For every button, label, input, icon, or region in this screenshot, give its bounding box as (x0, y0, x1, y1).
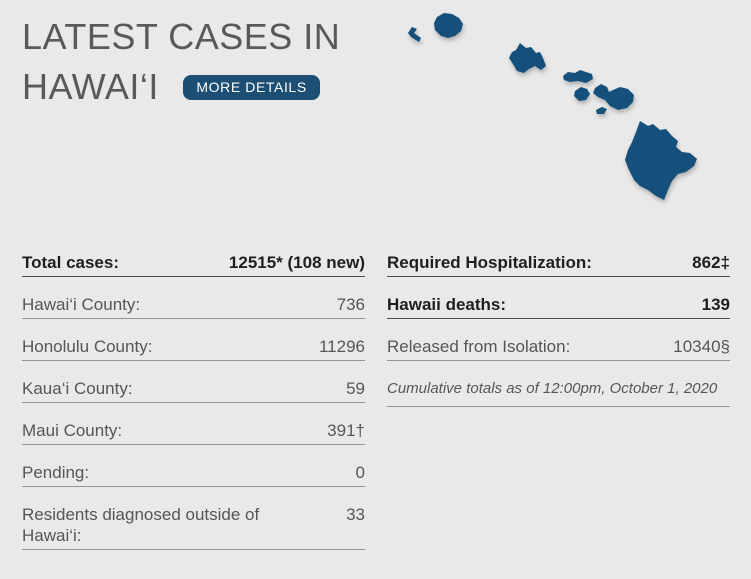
table-row-required-hospitalization: Required Hospitalization: 862‡ (387, 252, 730, 277)
row-value: 33 (346, 505, 365, 524)
page-title-text: LATEST CASES IN HAWAI‘I (22, 16, 341, 107)
cumulative-note: Cumulative totals as of 12:00pm, October… (387, 378, 730, 407)
table-row-pending: Pending: 0 (22, 462, 365, 487)
island-oahu (509, 43, 546, 73)
row-value: 10340§ (673, 337, 730, 356)
table-row-honolulu-county: Honolulu County: 11296 (22, 336, 365, 361)
more-details-button[interactable]: MORE DETAILS (183, 74, 320, 100)
row-value: 11296 (318, 337, 365, 356)
stats-right-column: Required Hospitalization: 862‡ Hawaii de… (387, 252, 730, 567)
row-label: Released from Isolation: (387, 337, 571, 356)
row-label: Honolulu County: (22, 337, 153, 356)
row-value: 862‡ (692, 253, 730, 272)
row-label: Hawai‘i County: (22, 295, 141, 314)
row-label: Required Hospitalization: (387, 253, 592, 272)
table-row-residents-outside: Residents diagnosed outside of Hawai‘i: … (22, 504, 365, 550)
island-niihau (408, 27, 421, 42)
row-value: 391† (327, 421, 365, 440)
island-kauai (434, 13, 463, 38)
island-maui (593, 84, 634, 110)
hawaiian-islands-map (400, 5, 715, 210)
row-value: 0 (355, 463, 365, 482)
row-label: Total cases: (22, 253, 120, 272)
table-row-hawaii-county: Hawai‘i County: 736 (22, 294, 365, 319)
island-molokai (563, 70, 593, 83)
row-value: 12515* (108 new) (228, 253, 365, 272)
row-label: Kaua‘i County: (22, 379, 133, 398)
stats-tables: Total cases: 12515* (108 new) Hawai‘i Co… (22, 252, 730, 567)
stats-left-column: Total cases: 12515* (108 new) Hawai‘i Co… (22, 252, 365, 567)
hawaiian-islands-svg (408, 13, 697, 200)
row-value: 59 (346, 379, 365, 398)
island-hawaii (625, 121, 697, 200)
row-label: Maui County: (22, 421, 123, 440)
table-row-total-cases: Total cases: 12515* (108 new) (22, 252, 365, 277)
page-title: LATEST CASES IN HAWAI‘I MORE DETAILS (22, 12, 367, 112)
row-label: Hawaii deaths: (387, 295, 507, 314)
row-value: 736 (336, 295, 365, 314)
row-label: Residents diagnosed outside of Hawai‘i: (22, 505, 260, 545)
island-kahoolawe (596, 107, 607, 114)
table-row-maui-county: Maui County: 391† (22, 420, 365, 445)
island-lanai (574, 87, 590, 101)
row-label: Pending: (22, 463, 90, 482)
table-row-released-isolation: Released from Isolation: 10340§ (387, 336, 730, 361)
row-value: 139 (701, 295, 730, 314)
table-row-kauai-county: Kaua‘i County: 59 (22, 378, 365, 403)
table-row-hawaii-deaths: Hawaii deaths: 139 (387, 294, 730, 319)
